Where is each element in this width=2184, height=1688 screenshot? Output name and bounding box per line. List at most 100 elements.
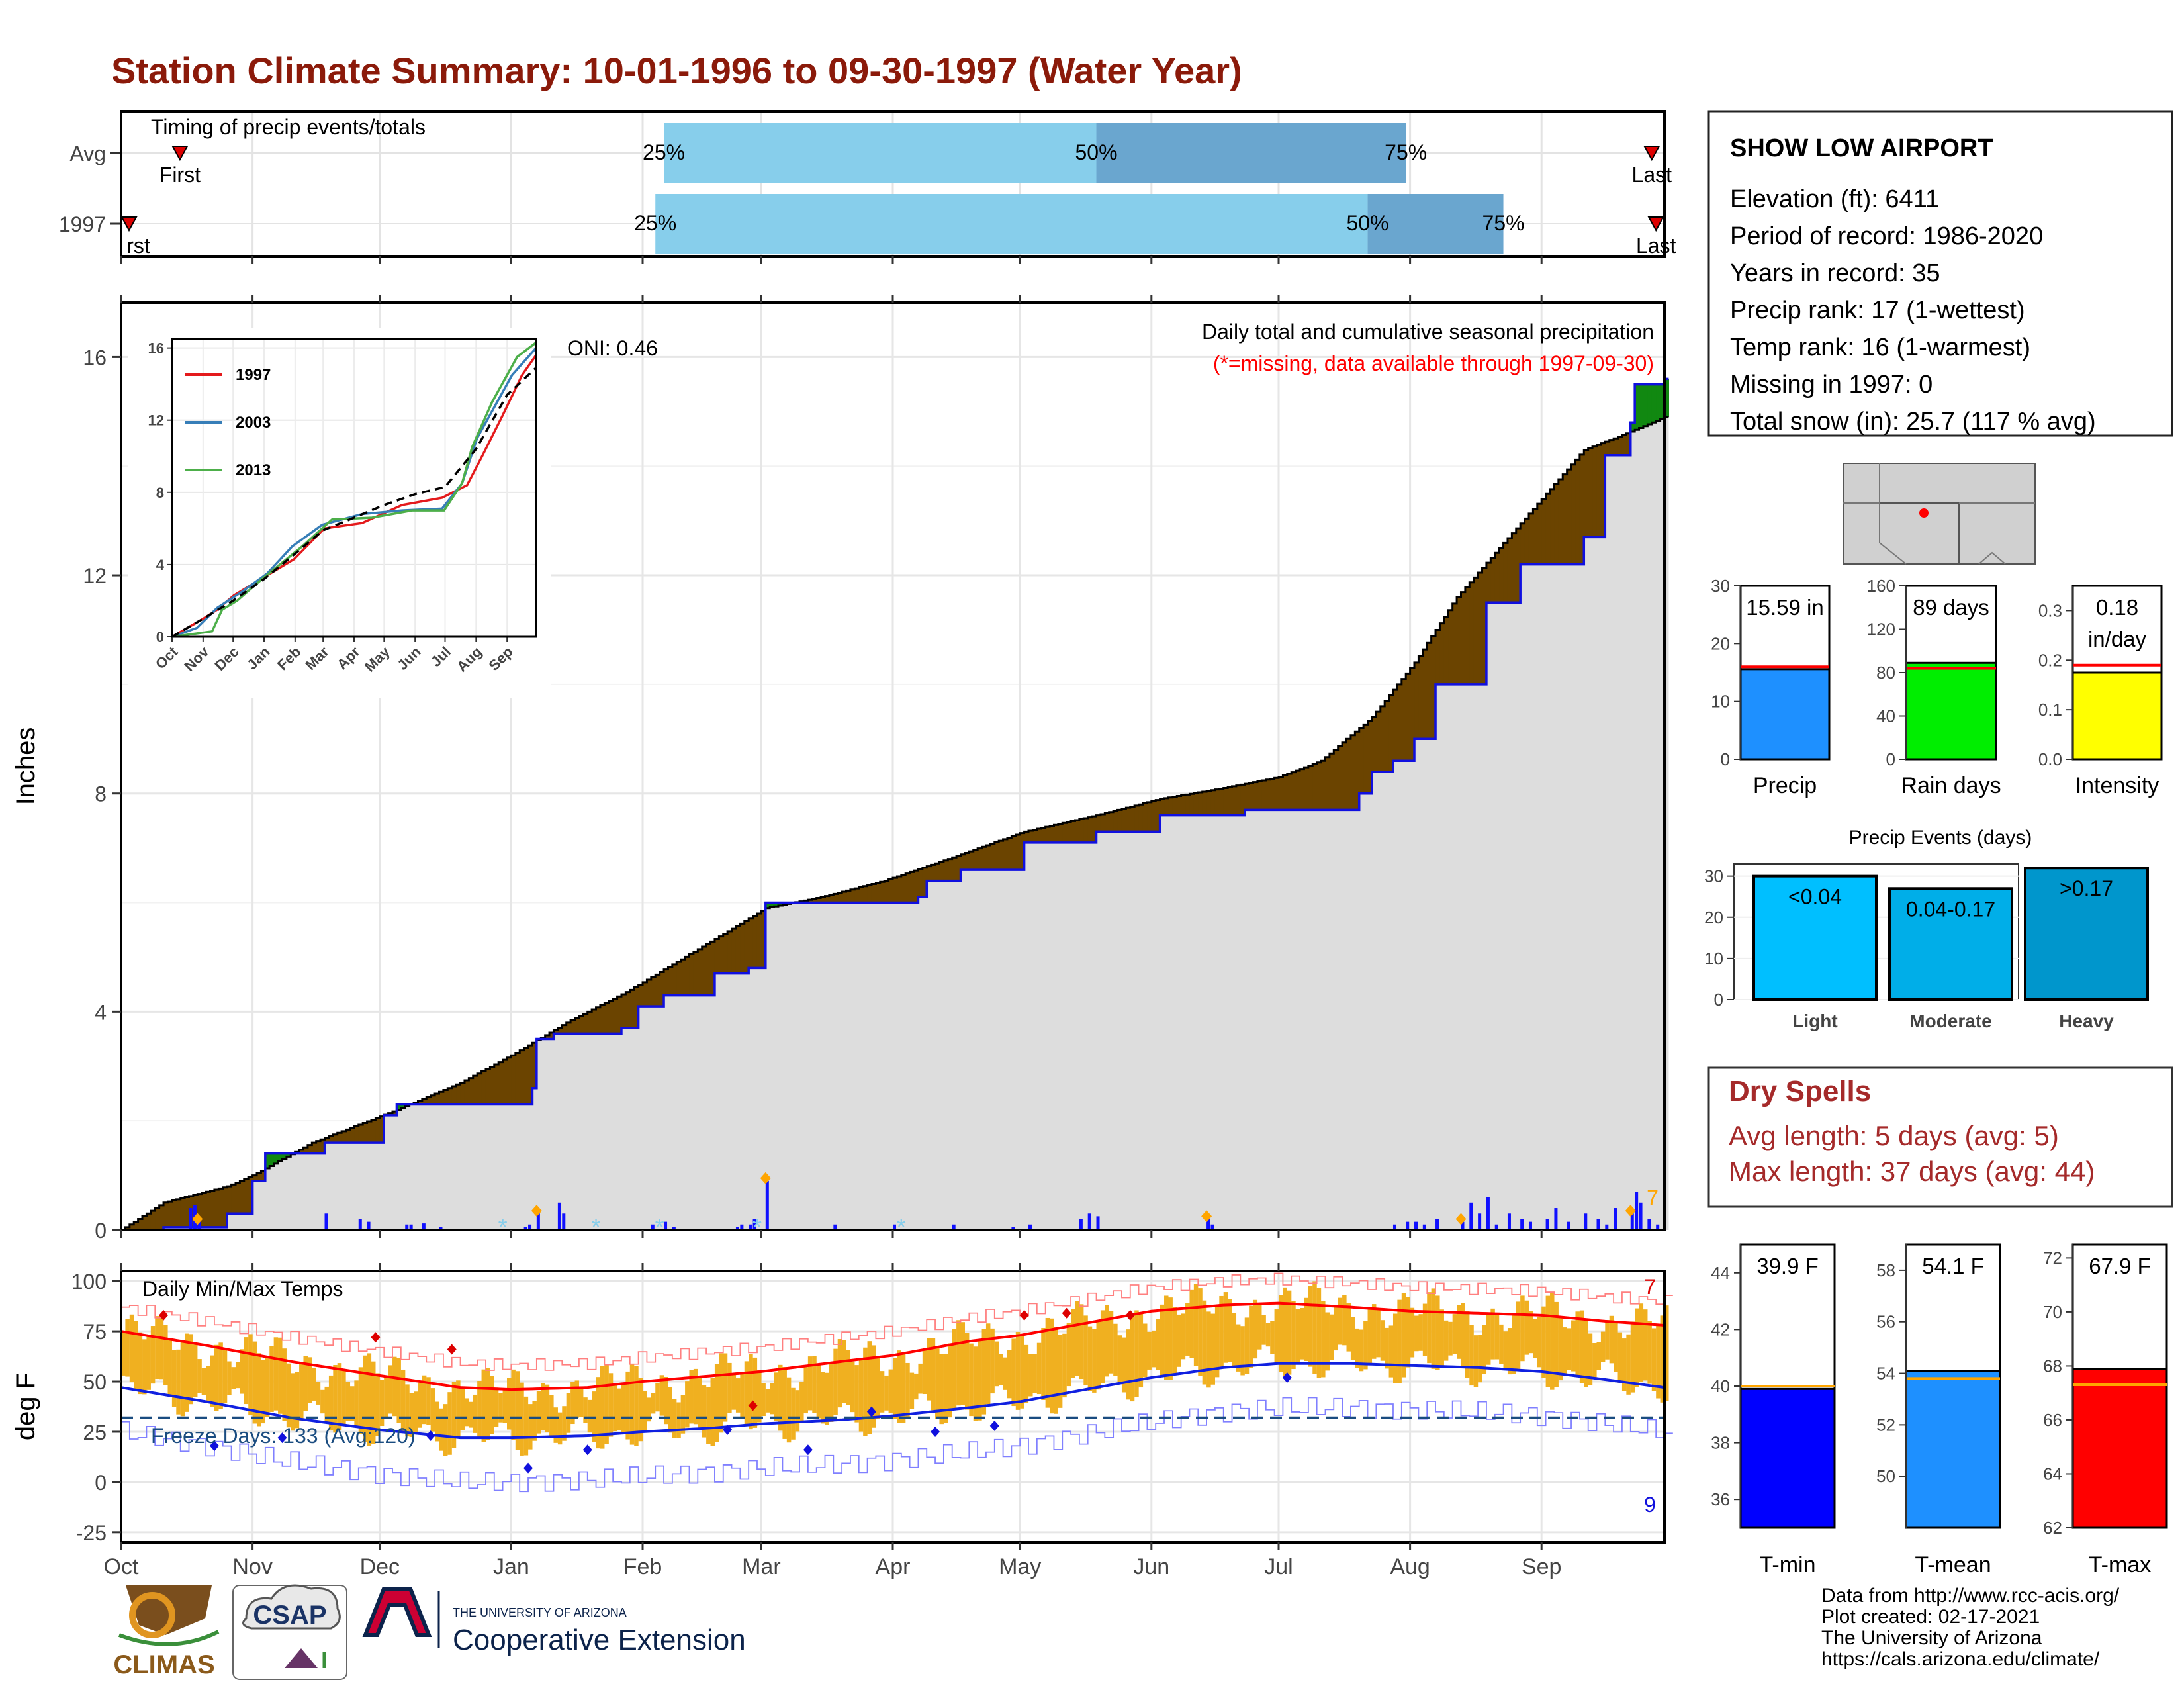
daily-temp-bar (842, 1340, 846, 1403)
daily-temp-bar (557, 1412, 563, 1445)
daily-temp-bar (918, 1363, 923, 1394)
deficit-band (252, 1175, 257, 1181)
deficit-band (1156, 800, 1161, 832)
daily-precip-bar (1647, 1219, 1651, 1230)
deficit-band (1499, 547, 1504, 603)
daily-temp-bar (1223, 1292, 1228, 1363)
daily-temp-bar (1533, 1319, 1537, 1358)
daily-temp-bar (1134, 1310, 1139, 1397)
snow-event-marker (1201, 1210, 1212, 1223)
deficit-band (1024, 831, 1029, 843)
tmean-summary-y-tick-label: 52 (1876, 1415, 1895, 1434)
dry-spells-frame (1707, 1066, 2173, 1208)
daily-temp-bar (1473, 1335, 1479, 1387)
surplus-band (1664, 379, 1670, 418)
deficit-band (1096, 815, 1101, 832)
daily-temp-bar (1028, 1354, 1033, 1397)
intensity-summary-y-tick-label: 0.1 (2038, 700, 2062, 720)
daily-temp-bar (1563, 1327, 1567, 1374)
daily-temp-bar (1338, 1297, 1343, 1345)
record-low-marker (931, 1426, 940, 1437)
deficit-band (1092, 816, 1097, 843)
daily-temp-bar (1469, 1325, 1474, 1386)
daily-temp-bar (1418, 1314, 1423, 1351)
deficit-band (664, 969, 669, 996)
daily-temp-bar (698, 1376, 702, 1430)
daily-temp-bar (414, 1391, 418, 1434)
deficit-band (231, 1184, 236, 1214)
surplus-band (282, 1153, 287, 1159)
daily-precip-bar (1630, 1213, 1634, 1230)
deficit-band (871, 884, 876, 903)
month-tick-label: Oct (104, 1554, 139, 1579)
daily-temp-bar (791, 1387, 796, 1440)
tmean-summary-y-tick-label: 58 (1876, 1260, 1895, 1280)
deficit-band (1520, 523, 1525, 565)
deficit-band (935, 863, 940, 881)
logos-row: CLIMAS CSAP THE UNIVERSITY OF ARIZONA Coope… (113, 1584, 746, 1680)
record-low-marker (989, 1420, 999, 1431)
map-border-mexico (1978, 551, 2006, 565)
daily-temp-bar (1087, 1326, 1093, 1391)
deficit-band (1032, 829, 1038, 843)
precip-summary-value-bar (1739, 668, 1831, 761)
deficit-band (1626, 433, 1631, 455)
deficit-band (1295, 771, 1300, 810)
daily-temp-bar (269, 1346, 274, 1412)
deficit-band (1164, 798, 1169, 816)
daily-temp-bar (409, 1393, 414, 1437)
daily-precip-bar (1584, 1213, 1588, 1230)
rain-days-summary-y-tick-label: 80 (1876, 663, 1895, 682)
snow-event-marker (1455, 1213, 1467, 1225)
deficit-band (1452, 603, 1457, 684)
daily-temp-bar (439, 1408, 443, 1451)
deficit-band (1160, 798, 1165, 816)
deficit-band (129, 1224, 134, 1230)
month-tick-label: Feb (623, 1554, 662, 1579)
temp-y-tick-label: -25 (76, 1521, 107, 1545)
inset-legend-label: 2003 (236, 414, 271, 432)
daily-temp-bar (371, 1361, 376, 1444)
surplus-band (1630, 422, 1635, 432)
deficit-band (197, 1194, 203, 1227)
freeze-days-label: Freeze Days: 133 (Avg:120) (151, 1424, 416, 1448)
daily-temp-bar (1117, 1335, 1122, 1383)
daily-temp-bar (799, 1381, 804, 1422)
info-line: Elevation (ft): 6411 (1730, 185, 1939, 213)
snow-asterisk-icon: * (752, 1213, 762, 1241)
deficit-band (150, 1211, 156, 1230)
deficit-band (345, 1129, 351, 1143)
deficit-band (1584, 449, 1589, 538)
daily-temp-bar (1045, 1317, 1050, 1408)
daily-precip-bar (1656, 1224, 1660, 1230)
daily-precip-bar (1545, 1219, 1549, 1230)
deficit-band (171, 1200, 177, 1227)
daily-temp-bar (1092, 1329, 1097, 1393)
ua-name-text: THE UNIVERSITY OF ARIZONA (453, 1606, 627, 1619)
daily-temp-bar (782, 1367, 787, 1439)
daily-temp-bar (1274, 1309, 1279, 1364)
deficit-band (185, 1197, 190, 1227)
daily-temp-bar (1036, 1342, 1042, 1395)
temp-y-axis-label: deg F (11, 1373, 40, 1440)
deficit-band (1244, 784, 1250, 810)
daily-temp-bar (328, 1375, 334, 1431)
intensity-summary-label: Intensity (2075, 773, 2160, 798)
daily-temp-bar (159, 1315, 164, 1380)
daily-temp-bar (1291, 1301, 1296, 1370)
deficit-band (978, 848, 983, 870)
temperature-bar-charts: 39.9 F 36 38 40 42 44 T-min 54.1 F 50 52 54 56 58 T-m… (1711, 1243, 2168, 1577)
precip-y-tick-label: 4 (95, 1000, 107, 1024)
deficit-band (248, 1177, 253, 1214)
first-event-marker (120, 216, 138, 232)
deficit-band (155, 1208, 160, 1230)
daily-precip-bar (422, 1223, 426, 1230)
daily-temp-bar (719, 1353, 723, 1433)
daily-temp-bar (1435, 1295, 1440, 1370)
deficit-band (761, 910, 766, 968)
events-bar-inner-label: <0.04 (1788, 885, 1842, 909)
deficit-band (999, 841, 1004, 870)
deficit-band (990, 843, 995, 870)
daily-precip-bar (1614, 1208, 1617, 1230)
daily-temp-bar (1588, 1333, 1593, 1385)
